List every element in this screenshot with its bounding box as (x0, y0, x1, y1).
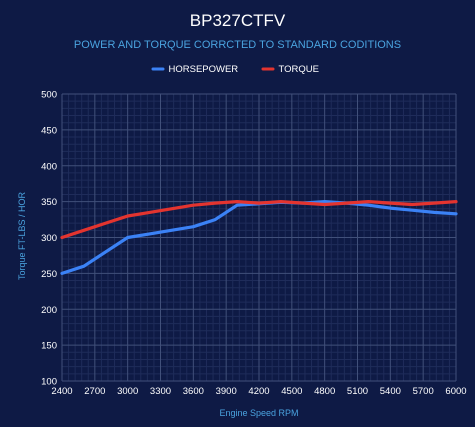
x-tick-label: 5700 (413, 386, 434, 397)
y-tick-label: 300 (41, 233, 57, 244)
x-tick-label: 5100 (347, 386, 368, 397)
x-tick-label: 4800 (314, 386, 335, 397)
x-tick-label: 4200 (248, 386, 269, 397)
y-tick-label: 150 (41, 341, 57, 352)
y-axis-label: Torque FT-LBS / HOR (17, 191, 27, 280)
chart-subtitle: POWER AND TORQUE CORRCTED TO STANDARD CO… (74, 39, 401, 51)
y-tick-label: 500 (41, 90, 57, 101)
x-axis-ticks: 2400 2700 3000 3300 3600 3900 4200 4500 4800 5100… (51, 386, 466, 397)
y-axis-ticks: 100 150 200 250 300 350 400 450 500 (41, 90, 57, 388)
x-tick-label: 5400 (380, 386, 401, 397)
legend-swatch (151, 67, 165, 71)
chart-title: BP327CTFV (190, 11, 286, 30)
y-tick-label: 250 (41, 269, 57, 280)
y-tick-label: 450 (41, 125, 57, 136)
x-tick-label: 2400 (51, 386, 72, 397)
x-axis-label: Engine Speed RPM (219, 408, 298, 418)
y-tick-label: 350 (41, 197, 57, 208)
legend-swatch (261, 67, 275, 71)
x-tick-label: 3900 (216, 386, 237, 397)
legend-label: HORSEPOWER (169, 64, 239, 75)
x-tick-label: 4500 (281, 386, 302, 397)
series-lines (60, 200, 458, 275)
x-tick-label: 3300 (150, 386, 171, 397)
legend: HORSEPOWER TORQUE (151, 64, 319, 75)
legend-label: TORQUE (279, 64, 319, 75)
x-tick-label: 3000 (117, 386, 138, 397)
y-tick-label: 400 (41, 161, 57, 172)
series-line-torque (60, 200, 458, 240)
x-tick-label: 6000 (445, 386, 466, 397)
y-tick-label: 200 (41, 305, 57, 316)
y-tick-label: 100 (41, 377, 57, 388)
x-tick-label: 3600 (183, 386, 204, 397)
x-tick-label: 2700 (84, 386, 105, 397)
